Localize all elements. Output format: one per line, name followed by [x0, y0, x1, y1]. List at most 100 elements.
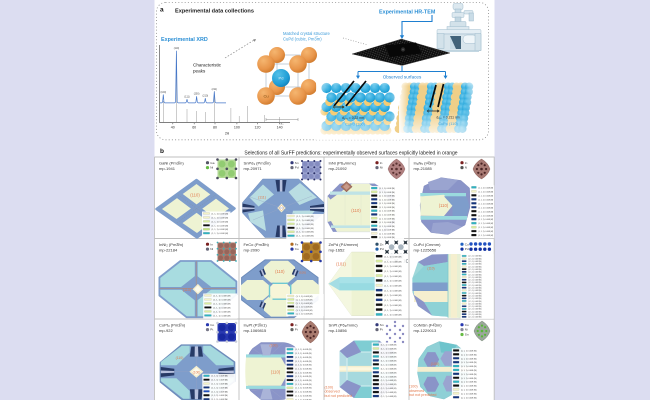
svg-text:(1, 1, 1): 0.008 (M): (1, 1, 1): 0.008 (M): [468, 293, 482, 295]
svg-text:mp-21085: mp-21085: [414, 166, 433, 171]
svg-text:(1, 1, 1): 0.008 (M): (1, 1, 1): 0.008 (M): [381, 376, 397, 378]
svg-text:(1, 1, 1): 0.008 (M): (1, 1, 1): 0.008 (M): [213, 303, 231, 305]
svg-text:(1, 1, 1): 0.008 (M): (1, 1, 1): 0.008 (M): [468, 256, 482, 258]
svg-text:mp-20971: mp-20971: [244, 166, 263, 171]
svg-text:(1, 1, 1): 0.008 (M): (1, 1, 1): 0.008 (M): [212, 225, 229, 227]
svg-text:Pd: Pd: [295, 166, 299, 170]
svg-text:Pd: Pd: [279, 76, 284, 81]
svg-text:(210): (210): [203, 95, 209, 98]
svg-text:(1, 1, 1): 0.008 (M): (1, 1, 1): 0.008 (M): [461, 386, 477, 388]
svg-text:(1, 1, 1): 0.008 (M): (1, 1, 1): 0.008 (M): [384, 281, 402, 283]
svg-text:(1, 1, 1): 0.008 (M): (1, 1, 1): 0.008 (M): [379, 233, 395, 235]
svg-text:SnPt (P6₃/mmc): SnPt (P6₃/mmc): [329, 323, 359, 328]
svg-text:(100): (100): [409, 384, 418, 388]
svg-text:mp-1069815: mp-1069815: [244, 328, 267, 333]
svg-text:(1, 1, 1): 0.008 (M): (1, 1, 1): 0.008 (M): [379, 211, 395, 213]
svg-text:(1, 1, 1): 0.008 (M): (1, 1, 1): 0.008 (M): [379, 203, 395, 205]
svg-text:mp-21092: mp-21092: [329, 166, 348, 171]
svg-text:(100): (100): [299, 271, 306, 275]
svg-text:(200): (200): [194, 93, 200, 96]
svg-text:(1, 1, 1): 0.008 (M): (1, 1, 1): 0.008 (M): [384, 300, 402, 302]
svg-text:(100): (100): [270, 343, 278, 347]
svg-text:(1, 1, 1): 0.008 (M): (1, 1, 1): 0.008 (M): [384, 295, 402, 297]
svg-text:Matched crystal structure: Matched crystal structure: [283, 31, 330, 36]
svg-text:(1, 1, 1): 0.008 (M): (1, 1, 1): 0.008 (M): [478, 235, 493, 237]
svg-text:(1, 1, 1): 0.008 (M): (1, 1, 1): 0.008 (M): [381, 368, 397, 370]
svg-text:Ni: Ni: [210, 247, 213, 251]
svg-text:(1, 1, 1): 0.008 (M): (1, 1, 1): 0.008 (M): [468, 290, 482, 292]
svg-text:(1, 1, 1): 0.008 (M): (1, 1, 1): 0.008 (M): [296, 306, 313, 308]
svg-text:In₂Pt (P3̅m1): In₂Pt (P3̅m1): [244, 323, 268, 328]
svg-text:(110): (110): [271, 370, 281, 375]
svg-text:(1, 1, 1): 0.008 (M): (1, 1, 1): 0.008 (M): [468, 301, 482, 303]
svg-text:Pt: Pt: [380, 328, 383, 332]
svg-text:(1, 1, 1): 0.008 (M): (1, 1, 1): 0.008 (M): [379, 192, 395, 194]
svg-text:(1, 1, 1): 0.008 (M): (1, 1, 1): 0.008 (M): [468, 311, 482, 313]
svg-text:Cu: Cu: [263, 94, 268, 99]
svg-text:(1, 1, 1): 0.008 (M): (1, 1, 1): 0.008 (M): [384, 305, 402, 307]
svg-text:(1, 1, 1): 0.008 (M): (1, 1, 1): 0.008 (M): [384, 266, 402, 268]
svg-text:(1, 1, 1): 0.008 (M): (1, 1, 1): 0.008 (M): [296, 216, 314, 218]
svg-text:(111): (111): [184, 96, 189, 99]
svg-text:N: N: [465, 166, 467, 170]
svg-text:(1, 1, 1): 0.008 (M): (1, 1, 1): 0.008 (M): [295, 376, 312, 378]
svg-text:(1, 1, 1): 0.008 (M): (1, 1, 1): 0.008 (M): [478, 223, 493, 225]
svg-text:(1, 1, 1): 0.008 (M): (1, 1, 1): 0.008 (M): [213, 315, 231, 317]
svg-text:(1, 1, 1): 0.008 (M): (1, 1, 1): 0.008 (M): [478, 207, 493, 209]
svg-text:(1, 1, 1): 0.008 (M): (1, 1, 1): 0.008 (M): [379, 226, 395, 228]
svg-text:(1, 1, 1): 0.008 (M): (1, 1, 1): 0.008 (M): [461, 397, 477, 399]
svg-text:(1, 1, 1): 0.008 (M): (1, 1, 1): 0.008 (M): [211, 380, 228, 382]
svg-text:Zn: Zn: [380, 242, 384, 246]
svg-text:(1, 1, 1): 0.008 (M): (1, 1, 1): 0.008 (M): [384, 256, 402, 258]
svg-text:(1, 1, 1): 0.008 (M): (1, 1, 1): 0.008 (M): [461, 362, 477, 364]
svg-text:Co: Co: [465, 323, 469, 327]
svg-text:(1, 1, 1): 0.008 (M): (1, 1, 1): 0.008 (M): [461, 370, 477, 372]
svg-text:(1, 1, 1): 0.008 (M): (1, 1, 1): 0.008 (M): [381, 349, 397, 351]
svg-text:mp-1652: mp-1652: [329, 248, 346, 253]
svg-text:(1, 1, 1): 0.008 (M): (1, 1, 1): 0.008 (M): [468, 288, 482, 290]
svg-text:In: In: [380, 161, 383, 165]
svg-text:(1, 1, 1): 0.008 (M): (1, 1, 1): 0.008 (M): [296, 313, 313, 315]
svg-text:mp-22184: mp-22184: [159, 248, 178, 253]
svg-text:(1, 1, 1): 0.008 (M): (1, 1, 1): 0.008 (M): [213, 299, 231, 301]
svg-text:Ni: Ni: [210, 166, 213, 170]
svg-text:(1, 1, 1): 0.008 (M): (1, 1, 1): 0.008 (M): [379, 237, 395, 239]
svg-text:(100): (100): [161, 91, 167, 94]
svg-text:(1, 1, 1): 0.008 (M): (1, 1, 1): 0.008 (M): [478, 203, 493, 205]
svg-text:(1, 1, 1): 0.008 (M): (1, 1, 1): 0.008 (M): [211, 384, 228, 386]
svg-text:(1, 1, 1): 0.008 (M): (1, 1, 1): 0.008 (M): [461, 382, 477, 384]
svg-text:Fe: Fe: [295, 242, 299, 246]
svg-text:(1, 1, 1): 0.008 (M): (1, 1, 1): 0.008 (M): [296, 303, 313, 305]
svg-text:CoPt₃ (Pm3̅m): CoPt₃ (Pm3̅m): [159, 323, 186, 328]
svg-text:(1, 1, 1): 0.008 (M): (1, 1, 1): 0.008 (M): [296, 232, 314, 234]
svg-text:(1, 1, 1): 0.008 (M): (1, 1, 1): 0.008 (M): [295, 368, 312, 370]
svg-text:CuPd (cubic, Pm3̅m): CuPd (cubic, Pm3̅m): [283, 37, 322, 42]
svg-text:(1, 1, 1): 0.008 (M): (1, 1, 1): 0.008 (M): [296, 228, 314, 230]
svg-text:(1, 1, 1): 0.008 (M): (1, 1, 1): 0.008 (M): [384, 276, 402, 278]
svg-text:Experimental HR-TEM: Experimental HR-TEM: [379, 10, 436, 16]
svg-text:(100): (100): [325, 385, 334, 389]
svg-text:(1, 1, 1): 0.008 (M): (1, 1, 1): 0.008 (M): [212, 233, 229, 235]
svg-text:(1, 1, 1): 0.008 (M): (1, 1, 1): 0.008 (M): [295, 395, 312, 397]
svg-text:d₁₁₀ = 0.211 nm: d₁₁₀ = 0.211 nm: [436, 116, 460, 120]
svg-text:CuPd (100): CuPd (100): [345, 121, 366, 126]
svg-text:(1, 1, 1): 0.008 (M): (1, 1, 1): 0.008 (M): [212, 229, 229, 231]
svg-text:(1, 1, 1): 0.008 (M): (1, 1, 1): 0.008 (M): [468, 280, 482, 282]
svg-text:CoNiSn (F4̅3m): CoNiSn (F4̅3m): [414, 323, 443, 328]
svg-text:(1, 1, 1): 0.008 (M): (1, 1, 1): 0.008 (M): [295, 365, 312, 367]
svg-text:(1, 1, 1): 0.008 (M): (1, 1, 1): 0.008 (M): [468, 298, 482, 300]
svg-text:2θ: 2θ: [225, 132, 229, 136]
svg-text:(1, 1, 1): 0.008 (M): (1, 1, 1): 0.008 (M): [296, 236, 314, 238]
svg-text:(1, 1, 1): 0.008 (M): (1, 1, 1): 0.008 (M): [379, 214, 395, 216]
svg-text:80: 80: [213, 126, 217, 130]
svg-text:(1, 1, 1): 0.008 (M): (1, 1, 1): 0.008 (M): [478, 199, 493, 201]
svg-text:Sn: Sn: [295, 161, 299, 165]
svg-text:(1, 1, 1): 0.008 (M): (1, 1, 1): 0.008 (M): [381, 353, 397, 355]
svg-text:mp-10856: mp-10856: [329, 328, 348, 333]
svg-text:a: a: [160, 7, 164, 14]
svg-text:(1, 1, 1): 0.008 (M): (1, 1, 1): 0.008 (M): [296, 296, 313, 298]
svg-text:(1, 1, 1): 0.008 (M): (1, 1, 1): 0.008 (M): [468, 303, 482, 305]
svg-text:CuPd (110): CuPd (110): [438, 121, 458, 126]
svg-text:(1, 1, 1): 0.008 (M): (1, 1, 1): 0.008 (M): [381, 388, 397, 390]
svg-text:(1, 1, 1): 0.008 (M): (1, 1, 1): 0.008 (M): [381, 396, 397, 398]
